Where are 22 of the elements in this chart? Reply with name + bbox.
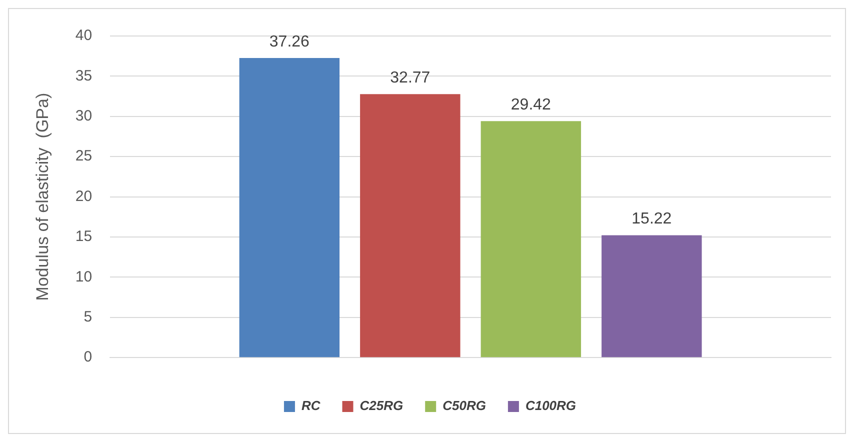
legend-label: C50RG (442, 398, 486, 414)
bar (480, 121, 582, 358)
y-axis-title: Modulus of elasticity (GPa) (32, 92, 52, 301)
y-tick-label: 25 (75, 148, 92, 165)
y-tick-label: 30 (75, 108, 92, 125)
bar (360, 94, 460, 358)
bar (239, 58, 340, 358)
y-tick-label: 35 (75, 67, 92, 84)
y-tick-label: 5 (84, 308, 92, 326)
data-label: 29.42 (510, 96, 552, 114)
legend-label: RC (301, 398, 321, 414)
y-tick-label: 10 (75, 268, 92, 286)
y-tick-label: 0 (84, 348, 92, 366)
data-label: 15.22 (632, 210, 672, 228)
data-label: 37.26 (269, 33, 310, 50)
data-label: 32.77 (390, 70, 430, 87)
legend-label: C100RG (525, 398, 576, 414)
y-tick-label: 40 (75, 27, 92, 44)
bar (602, 235, 702, 358)
y-tick-label: 20 (75, 188, 92, 205)
y-tick-label: 15 (75, 228, 92, 246)
legend-label: C25RG (360, 398, 404, 414)
